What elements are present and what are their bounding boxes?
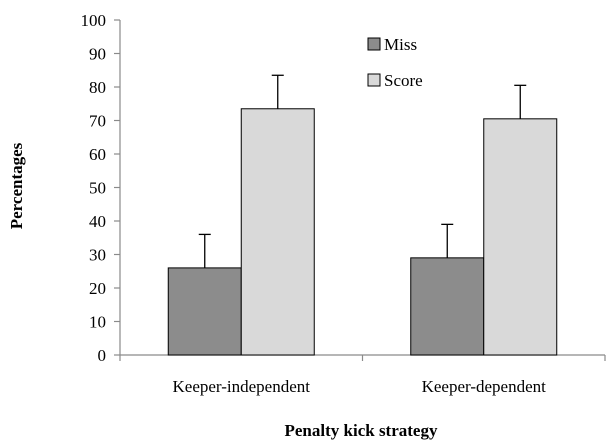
y-tick-label: 90	[89, 45, 106, 64]
y-tick-label: 30	[89, 246, 106, 265]
legend-label-miss: Miss	[384, 35, 417, 54]
bars	[167, 108, 558, 356]
bar-miss-2	[410, 257, 485, 356]
bar-score-1	[240, 108, 315, 356]
legend-swatch-miss	[367, 37, 381, 51]
y-tick-label: 40	[89, 212, 106, 231]
y-tick-label: 50	[89, 179, 106, 198]
legend: Miss Score	[367, 35, 423, 90]
y-tick-label: 70	[89, 112, 106, 131]
bar-score-2	[483, 118, 558, 356]
x-tick-label: Keeper-independent	[173, 377, 311, 396]
legend-label-score: Score	[384, 71, 423, 90]
y-tick-label: 20	[89, 279, 106, 298]
legend-swatch-score	[367, 73, 381, 87]
y-tick-label: 100	[81, 11, 107, 30]
tick-labels: 0 10 20 30 40 50 60 70 80 90 100 Keeper-independent…	[81, 11, 547, 396]
y-tick-label: 60	[89, 145, 106, 164]
error-bars	[198, 74, 527, 268]
y-axis-title: Percentages	[7, 142, 26, 229]
y-tick-label: 10	[89, 313, 106, 332]
x-tick-label: Keeper-dependent	[422, 377, 547, 396]
bar-miss-1	[167, 267, 242, 356]
y-tick-label: 80	[89, 78, 106, 97]
x-axis-title: Penalty kick strategy	[285, 421, 438, 440]
y-tick-label: 0	[98, 346, 107, 365]
